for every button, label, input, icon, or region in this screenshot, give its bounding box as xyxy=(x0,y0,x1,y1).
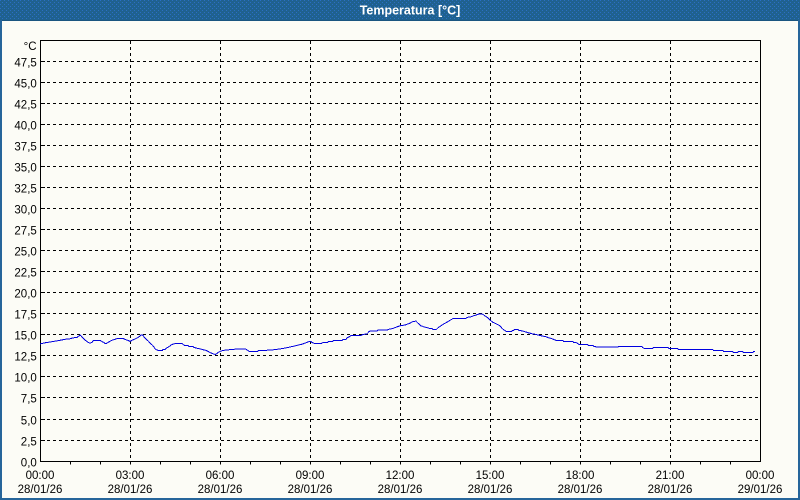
svg-text:40,0: 40,0 xyxy=(14,121,36,133)
svg-text:5,0: 5,0 xyxy=(21,416,37,428)
svg-text:28/01/26: 28/01/26 xyxy=(378,484,423,496)
svg-text:21:00: 21:00 xyxy=(656,470,685,482)
svg-text:00:00: 00:00 xyxy=(746,470,775,482)
svg-text:0,0: 0,0 xyxy=(21,458,37,470)
svg-text:10,0: 10,0 xyxy=(14,373,36,385)
svg-text:09:00: 09:00 xyxy=(296,470,325,482)
svg-text:28/01/26: 28/01/26 xyxy=(198,484,243,496)
svg-text:00:00: 00:00 xyxy=(26,470,55,482)
svg-text:18:00: 18:00 xyxy=(566,470,595,482)
svg-text:15:00: 15:00 xyxy=(476,470,505,482)
svg-text:°C: °C xyxy=(24,41,37,53)
svg-text:28/01/26: 28/01/26 xyxy=(288,484,333,496)
svg-text:29/01/26: 29/01/26 xyxy=(738,484,783,496)
svg-text:28/01/26: 28/01/26 xyxy=(648,484,693,496)
svg-text:28/01/26: 28/01/26 xyxy=(468,484,513,496)
svg-text:28/01/26: 28/01/26 xyxy=(558,484,603,496)
svg-text:15,0: 15,0 xyxy=(14,331,36,343)
svg-text:35,0: 35,0 xyxy=(14,163,36,175)
svg-text:45,0: 45,0 xyxy=(14,79,36,91)
svg-text:17,5: 17,5 xyxy=(14,310,36,322)
svg-text:42,5: 42,5 xyxy=(14,100,36,112)
svg-text:30,0: 30,0 xyxy=(14,205,36,217)
svg-text:7,5: 7,5 xyxy=(21,394,37,406)
svg-text:28/01/26: 28/01/26 xyxy=(18,484,63,496)
svg-text:Temperatura [°C]: Temperatura [°C] xyxy=(360,4,461,18)
svg-text:27,5: 27,5 xyxy=(14,226,36,238)
svg-text:37,5: 37,5 xyxy=(14,142,36,154)
svg-text:47,5: 47,5 xyxy=(14,58,36,70)
svg-text:28/01/26: 28/01/26 xyxy=(108,484,153,496)
svg-text:32,5: 32,5 xyxy=(14,184,36,196)
svg-text:12,5: 12,5 xyxy=(14,352,36,364)
svg-text:22,5: 22,5 xyxy=(14,268,36,280)
svg-text:03:00: 03:00 xyxy=(116,470,145,482)
svg-text:25,0: 25,0 xyxy=(14,247,36,259)
svg-text:06:00: 06:00 xyxy=(206,470,235,482)
svg-text:20,0: 20,0 xyxy=(14,289,36,301)
svg-text:12:00: 12:00 xyxy=(386,470,415,482)
svg-text:2,5: 2,5 xyxy=(21,437,37,449)
